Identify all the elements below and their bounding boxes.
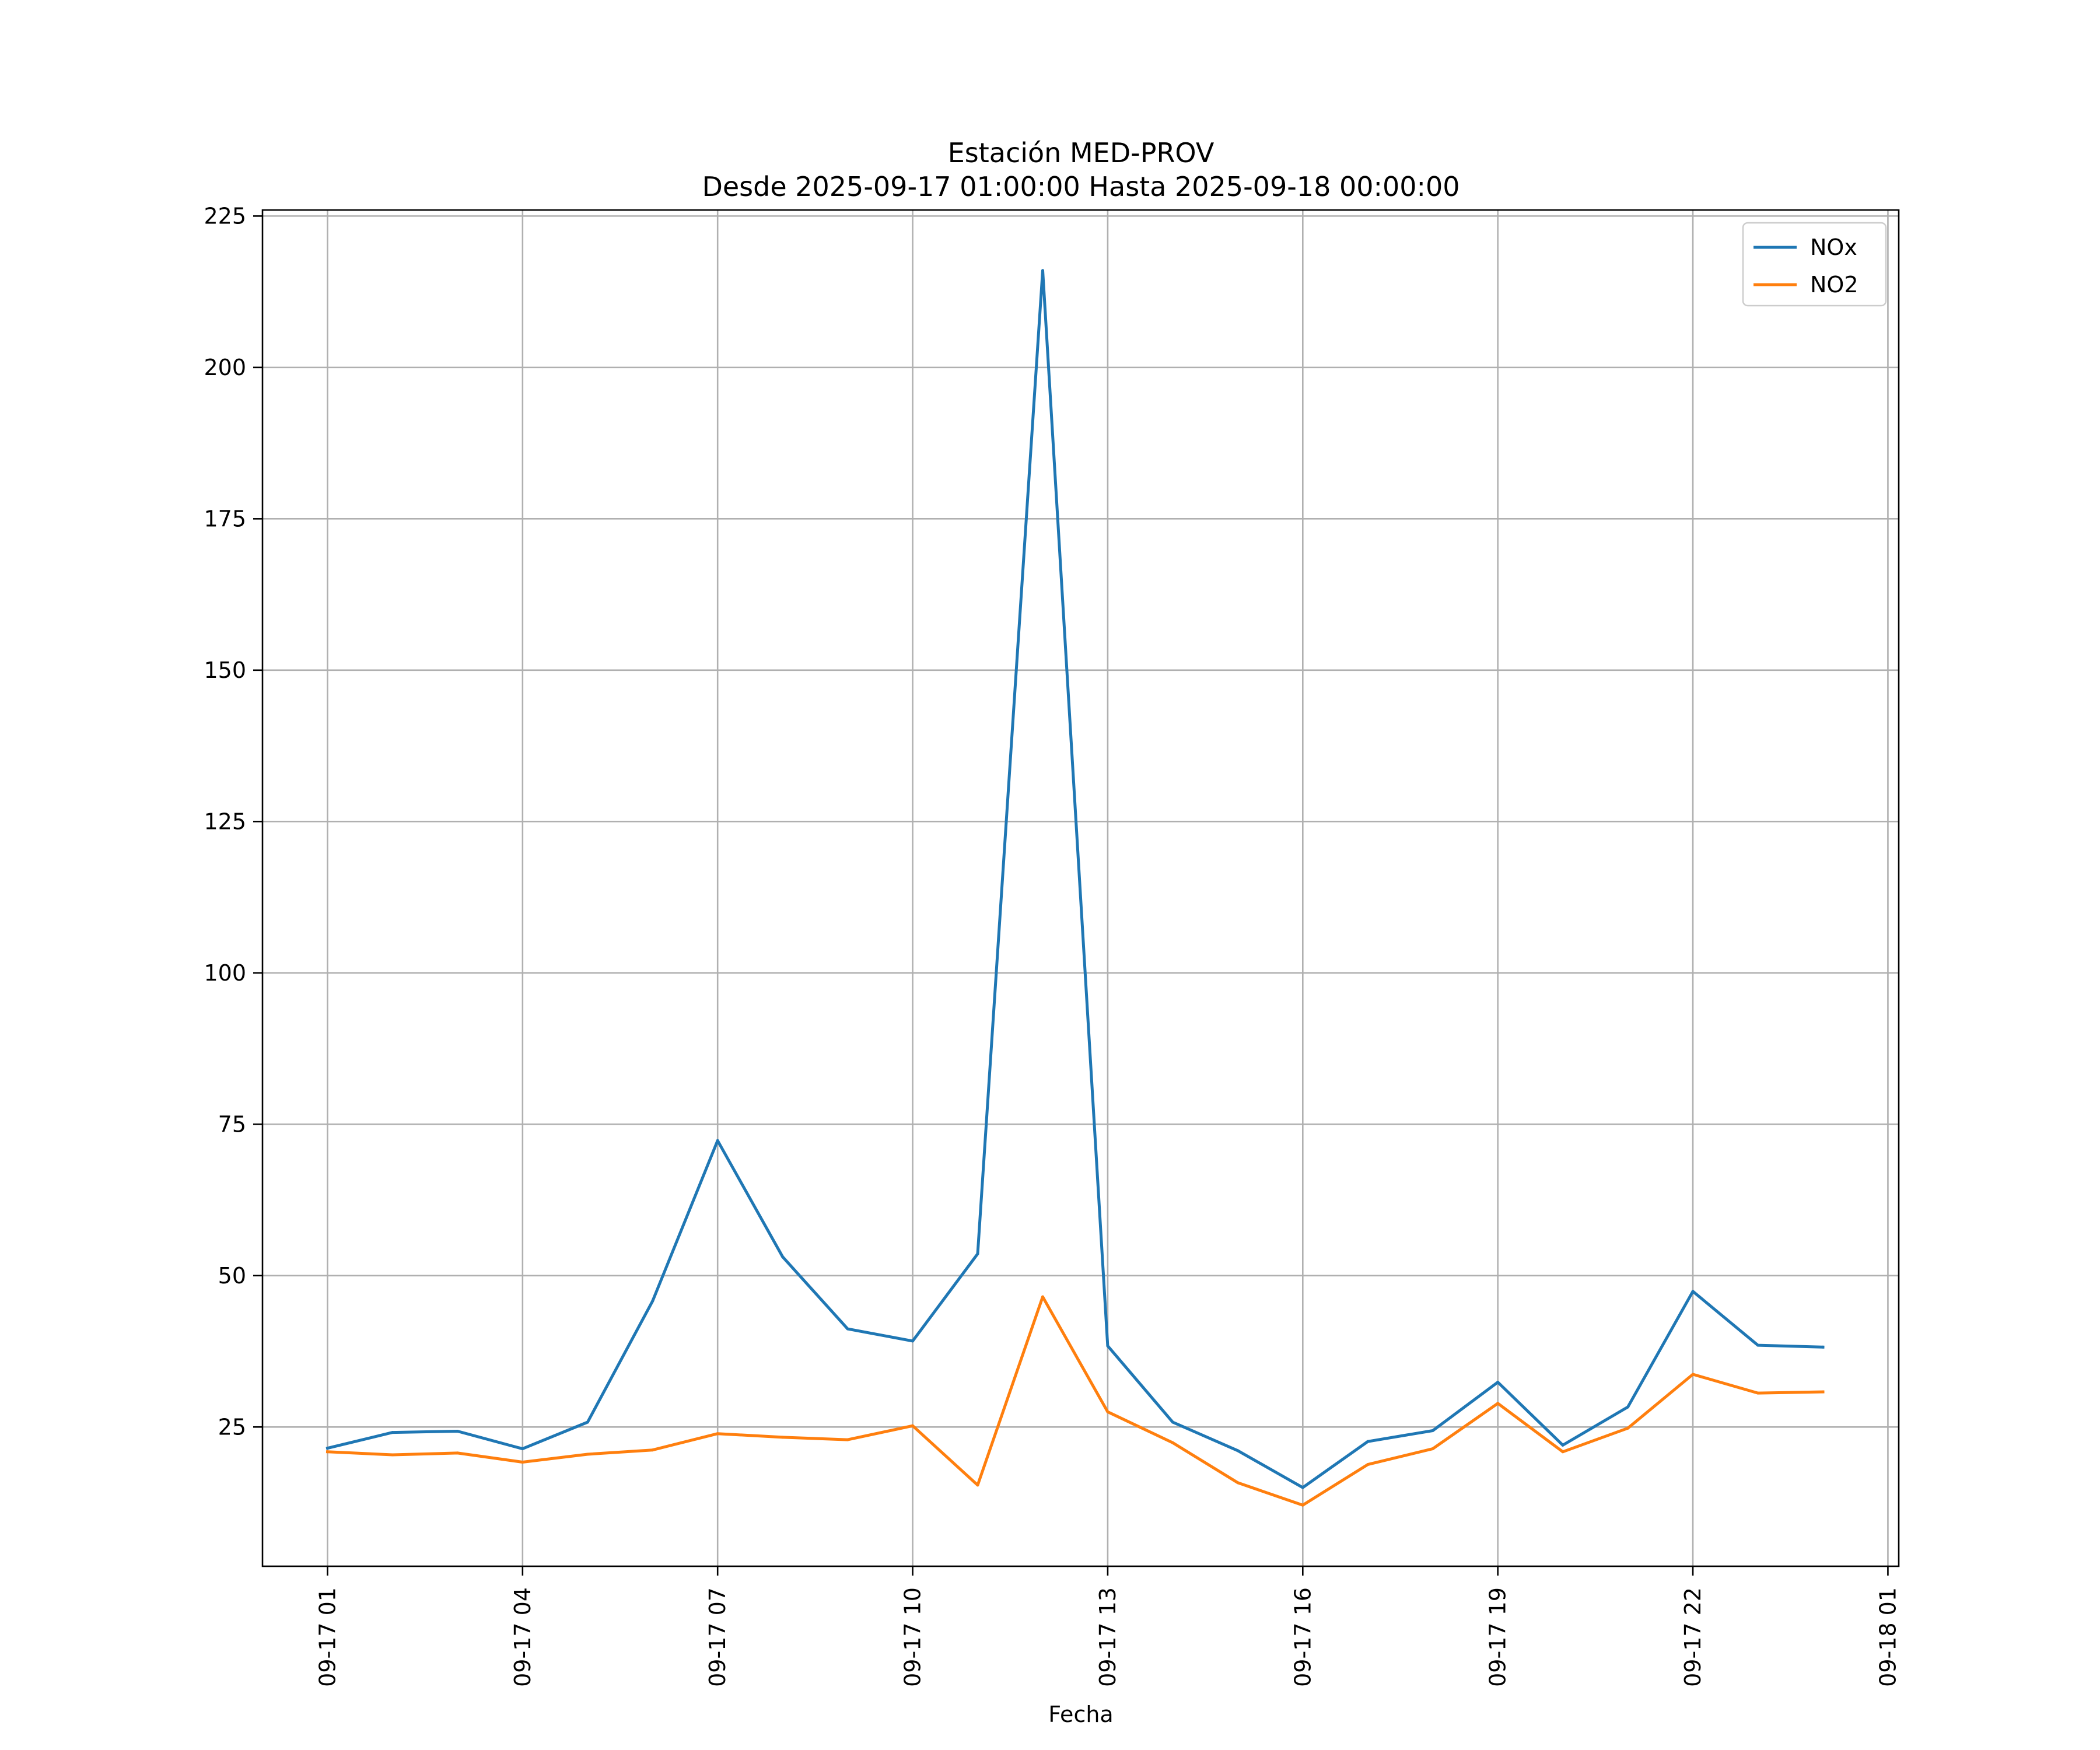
y-tick-label: 200 — [204, 355, 246, 380]
data-point-no2 — [976, 1483, 979, 1487]
data-point-nox — [911, 1339, 915, 1343]
y-tick-label: 75 — [218, 1111, 246, 1137]
y-tick-label: 175 — [204, 506, 246, 531]
data-point-no2 — [1561, 1450, 1564, 1454]
data-point-no2 — [846, 1438, 849, 1441]
legend: NOx NO2 — [1742, 222, 1887, 307]
data-point-no2 — [1366, 1463, 1370, 1466]
data-point-nox — [1496, 1381, 1500, 1384]
y-tick-label: 150 — [204, 657, 246, 683]
data-point-no2 — [1301, 1503, 1304, 1507]
data-point-nox — [716, 1139, 719, 1142]
legend-label: NOx — [1810, 235, 1857, 260]
data-point-nox — [1561, 1443, 1564, 1447]
data-point-no2 — [716, 1432, 719, 1436]
data-point-no2 — [1496, 1402, 1500, 1405]
x-tick-label: 09-17 22 — [1680, 1587, 1706, 1687]
x-axis-label: Fecha — [1048, 1702, 1113, 1727]
data-point-nox — [521, 1447, 524, 1451]
data-point-no2 — [1626, 1426, 1630, 1430]
data-point-no2 — [521, 1461, 524, 1464]
data-point-nox — [1301, 1486, 1304, 1489]
grid-lines — [262, 210, 1899, 1566]
data-point-no2 — [911, 1424, 915, 1427]
x-tick-label: 09-17 10 — [900, 1587, 926, 1687]
data-point-no2 — [326, 1450, 329, 1454]
data-point-nox — [1431, 1429, 1434, 1432]
data-point-nox — [1041, 269, 1044, 272]
y-tick-label: 50 — [218, 1263, 246, 1289]
data-point-nox — [1106, 1344, 1110, 1348]
data-point-no2 — [781, 1436, 785, 1439]
y-tick-label: 225 — [204, 203, 246, 229]
data-point-nox — [586, 1420, 589, 1424]
series-points-no2 — [326, 1295, 1825, 1507]
series-lines — [326, 269, 1825, 1507]
x-tick-label: 09-17 01 — [314, 1587, 340, 1687]
data-point-no2 — [1106, 1410, 1110, 1413]
series-points-nox — [326, 269, 1825, 1489]
data-point-nox — [781, 1255, 785, 1259]
data-point-nox — [1626, 1405, 1630, 1409]
data-point-nox — [1821, 1345, 1825, 1349]
y-axis-ticks: 25 50 75 100 125 150 175 200 225 — [204, 203, 262, 1440]
data-point-no2 — [456, 1451, 459, 1455]
data-point-nox — [1366, 1440, 1370, 1443]
data-point-nox — [1236, 1449, 1240, 1452]
data-point-no2 — [1821, 1390, 1825, 1394]
legend-label: NO2 — [1810, 272, 1859, 298]
data-point-no2 — [586, 1452, 589, 1456]
x-tick-label: 09-18 01 — [1875, 1587, 1901, 1687]
x-tick-label: 09-17 04 — [510, 1587, 536, 1687]
series-line-no2 — [326, 1295, 1825, 1507]
x-tick-label: 09-17 16 — [1290, 1587, 1315, 1687]
y-tick-label: 100 — [204, 960, 246, 986]
data-point-nox — [1171, 1420, 1174, 1424]
chart-title: Estación MED-PROV — [948, 137, 1214, 169]
data-point-nox — [1756, 1343, 1759, 1347]
data-point-nox — [976, 1252, 979, 1255]
x-axis-ticks: 09-17 01 09-17 04 09-17 07 09-17 10 09-17 13… — [314, 1566, 1901, 1687]
data-point-no2 — [1171, 1441, 1174, 1444]
data-point-no2 — [1431, 1447, 1434, 1451]
data-point-nox — [1691, 1290, 1695, 1293]
data-point-nox — [326, 1447, 329, 1450]
data-point-no2 — [391, 1453, 394, 1457]
y-tick-label: 25 — [218, 1414, 246, 1440]
data-point-no2 — [651, 1448, 654, 1452]
x-tick-label: 09-17 07 — [705, 1587, 730, 1687]
data-point-nox — [846, 1327, 849, 1331]
x-tick-label: 09-17 19 — [1485, 1587, 1511, 1687]
y-tick-label: 125 — [204, 808, 246, 834]
data-point-no2 — [1756, 1391, 1759, 1395]
data-point-nox — [391, 1431, 394, 1434]
chart-subtitle: Desde 2025-09-17 01:00:00 Hasta 2025-09-… — [702, 171, 1460, 202]
data-point-nox — [456, 1430, 459, 1433]
data-point-no2 — [1236, 1481, 1240, 1485]
axes-frame — [261, 209, 1900, 1567]
data-point-nox — [651, 1299, 654, 1303]
data-point-no2 — [1691, 1373, 1695, 1376]
x-tick-label: 09-17 13 — [1095, 1587, 1121, 1687]
data-point-no2 — [1041, 1295, 1044, 1298]
series-line-nox — [326, 269, 1825, 1489]
